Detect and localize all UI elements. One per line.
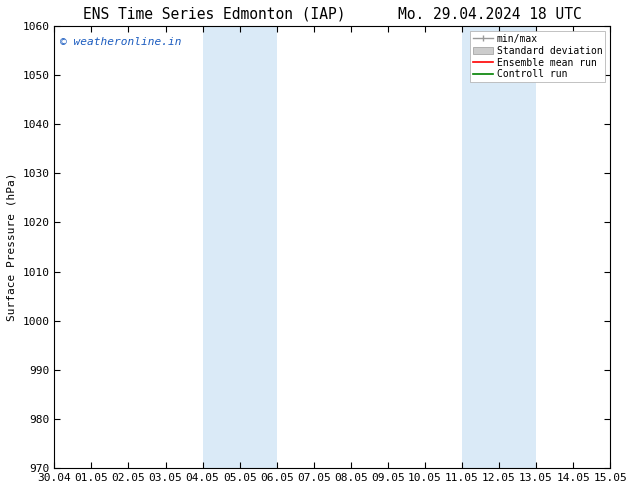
Text: © weatheronline.in: © weatheronline.in [60,37,181,47]
Title: ENS Time Series Edmonton (IAP)      Mo. 29.04.2024 18 UTC: ENS Time Series Edmonton (IAP) Mo. 29.04… [83,7,581,22]
Bar [203,26,240,468]
Bar [462,26,499,468]
Bar [499,26,536,468]
Y-axis label: Surface Pressure (hPa): Surface Pressure (hPa) [7,173,17,321]
Legend: min/max, Standard deviation, Ensemble mean run, Controll run: min/max, Standard deviation, Ensemble me… [470,31,605,82]
Bar [240,26,276,468]
